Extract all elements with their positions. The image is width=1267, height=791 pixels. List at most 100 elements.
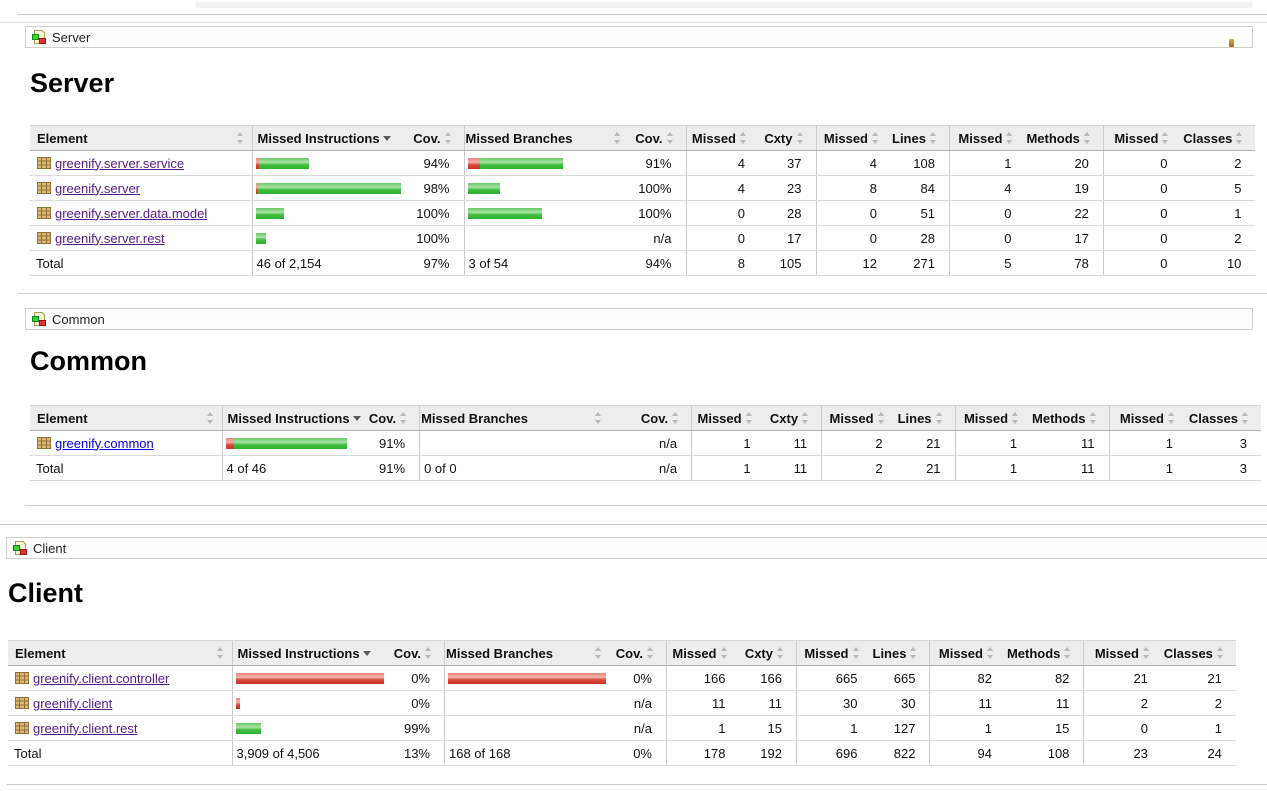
table-header-cell[interactable]: Lines [871,640,930,666]
table-header-cell[interactable]: Missed [954,405,1032,431]
package-link[interactable]: greenify.server.rest [55,230,165,246]
table-header-cell[interactable]: Missed Instructions [221,405,364,431]
table-header-cell[interactable]: Missed Branches [419,405,610,431]
table-header-cell[interactable]: Classes [1187,405,1261,431]
table-header-cell[interactable]: Cxty [764,405,822,431]
bar-missed-segment [235,697,240,709]
element-cell: greenify.server [30,175,252,201]
table-header-cell[interactable]: Missed [815,125,891,151]
counter-cell: 82 [929,665,1006,691]
package-link[interactable]: greenify.client.controller [33,670,170,686]
sessions-icon-fragment[interactable] [1229,39,1234,47]
header-content: Missed Instructions [224,407,363,429]
package-link[interactable]: greenify.server.service [55,155,185,171]
counter-cell: 15 [739,715,797,741]
branches-coverage-cell: n/a [609,715,667,741]
table-header-cell[interactable]: Missed Instructions [231,640,385,666]
bar-covered-segment [255,207,284,219]
header-content: Classes [1188,407,1260,429]
table-header-cell[interactable]: Element [30,405,222,431]
element-cell: greenify.server.service [30,150,252,176]
table-header-cell[interactable]: Missed [685,125,759,151]
table-header-row: Element Missed Instructions Cov. Missed Bra… [8,640,1236,666]
instructions-bar-cell [251,200,404,226]
counter-cell: 0 [815,200,891,226]
table-header-cell[interactable]: Cov. [629,125,686,151]
branches-bar-cell [419,430,610,456]
sort-icon [1005,131,1014,145]
column-label: Element [37,410,88,426]
sort-icon [871,131,880,145]
table-header-cell[interactable]: Cov. [363,405,420,431]
counter-cell: 665 [796,665,872,691]
sort-icon [1011,411,1020,425]
branches-coverage-cell: n/a [629,225,686,251]
column-label: Missed [804,645,849,661]
table-header-cell[interactable]: Element [8,640,232,666]
counter-cell: 51 [891,200,950,226]
total-counter-cell: 696 [796,740,872,766]
sort-icon [1083,131,1092,145]
total-counter-cell: 1 [691,455,765,481]
table-header-cell[interactable]: Cov. [384,640,445,666]
package-link[interactable]: greenify.server [55,180,141,196]
header-content: Classes [1163,642,1235,664]
table-header-cell[interactable]: Cov. [404,125,464,151]
package-link[interactable]: greenify.client [33,695,113,711]
table-header-cell[interactable]: Classes [1161,640,1236,666]
counter-cell: 1 [1181,200,1256,226]
element-content: greenify.client [9,692,231,714]
table-header-cell[interactable]: Methods [1025,125,1104,151]
instructions-bar-cell [251,225,404,251]
counter-cell: 0 [1083,715,1162,741]
table-header-cell[interactable]: Missed [929,640,1006,666]
table-header-cell[interactable]: Missed Branches [463,125,629,151]
instructions-coverage-cell: 91% [363,430,420,456]
table-header-cell[interactable]: Cxty [759,125,816,151]
branches-coverage-cell: n/a [609,690,667,716]
total-label-cell: Total [30,250,252,276]
header-content: Cov. [405,127,463,149]
sort-icon [671,411,680,425]
table-header-cell[interactable]: Methods [1031,405,1109,431]
section-divider [18,14,1267,15]
table-header-cell[interactable]: Cxty [739,640,797,666]
package-link[interactable]: greenify.common [55,435,154,451]
branches-coverage-cell: n/a [609,430,692,456]
table-header-cell[interactable]: Lines [891,125,950,151]
column-label: Missed Instructions [227,410,350,426]
table-header-cell[interactable]: Missed [1102,125,1182,151]
column-label: Cov. [635,130,663,146]
table-header-cell[interactable]: Missed Branches [444,640,610,666]
table-header-cell[interactable]: Cov. [609,640,667,666]
sort-icon [1241,411,1250,425]
header-content: Missed [931,642,1005,664]
coverage-bar [234,717,384,739]
element-content: greenify.server.service [31,152,251,174]
counter-cell: 23 [759,175,816,201]
bar-covered-segment [258,157,309,169]
table-header-cell[interactable]: Missed [666,640,740,666]
table-header-cell[interactable]: Missed [821,405,897,431]
column-label: Cov. [615,645,643,661]
instructions-coverage-cell: 98% [404,175,464,201]
table-header-cell[interactable]: Missed [796,640,872,666]
header-content: Missed Branches [446,642,609,664]
table-header-cell[interactable]: Missed [1108,405,1187,431]
table-header-cell[interactable]: Methods [1005,640,1084,666]
table-header-cell[interactable]: Missed [691,405,765,431]
table-header-cell[interactable]: Missed Instructions [251,125,404,151]
table-header-cell[interactable]: Element [30,125,252,151]
table-header-cell[interactable]: Missed [948,125,1026,151]
table-header-cell[interactable]: Lines [896,405,956,431]
table-header-cell[interactable]: Cov. [609,405,692,431]
table-header-cell[interactable]: Classes [1181,125,1256,151]
table-row: greenify.server 98% 100% 4 23 8 84 4 19 0 5 [30,175,1256,201]
table-header-cell[interactable]: Missed [1083,640,1162,666]
column-label: Missed [963,410,1009,426]
total-row: Total 3,909 of 4,506 13% 168 of 168 0% 178 192… [8,740,1236,766]
package-link[interactable]: greenify.server.data.model [55,205,208,221]
package-link[interactable]: greenify.client.rest [33,720,138,736]
breadcrumb-label: Server [52,29,91,45]
table-header-row: Element Missed Instructions Cov. Missed Bra… [30,125,1256,151]
